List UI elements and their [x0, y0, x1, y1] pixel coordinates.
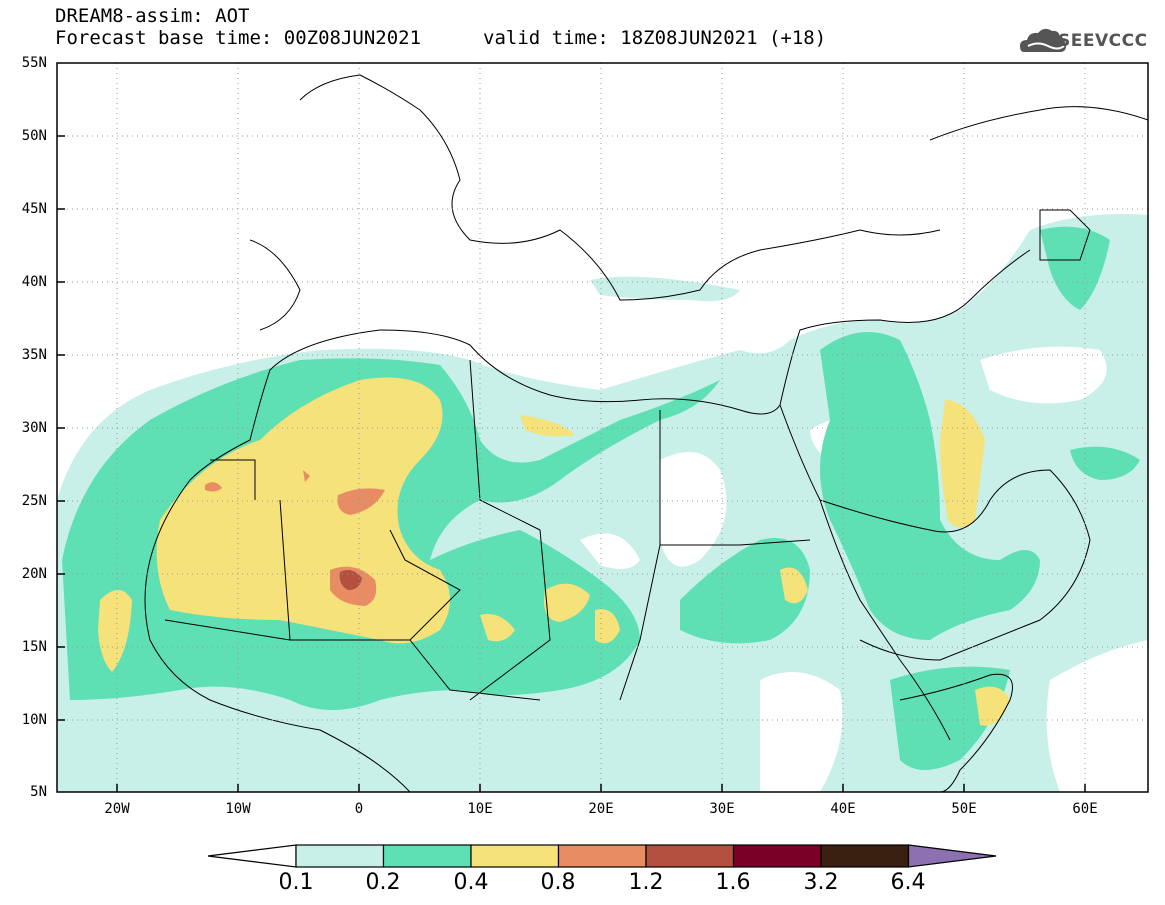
colorbar-swatch-7	[820, 844, 910, 868]
colorbar-label: 0.4	[453, 870, 489, 895]
colorbar-label: 1.6	[715, 870, 751, 895]
colorbar-label: 0.1	[278, 870, 314, 895]
colorbar-swatch-4	[557, 844, 647, 868]
lon-label: 20E	[588, 801, 614, 817]
map-title: DREAM8-assim: AOT	[55, 5, 250, 27]
colorbar-label: 1.2	[628, 870, 664, 895]
lat-label: 30N	[21, 420, 47, 436]
aot-region-0.4	[156, 377, 450, 644]
lon-label: 40E	[830, 801, 856, 817]
colorbar-swatch-1	[295, 844, 385, 868]
lon-label: 60E	[1072, 801, 1098, 817]
lat-label: 40N	[21, 274, 47, 290]
lat-label: 35N	[21, 347, 47, 363]
lon-label: 20W	[104, 801, 130, 817]
lat-label: 15N	[21, 639, 47, 655]
lon-label: 50E	[951, 801, 977, 817]
colorbar-swatch-5	[645, 844, 735, 868]
aot-region-1.2	[339, 570, 362, 590]
colorbar-swatch-2	[382, 844, 472, 868]
colorbar-label: 6.4	[890, 870, 926, 895]
valid-time: valid time: 18Z08JUN2021 (+18)	[483, 27, 827, 49]
lat-label: 10N	[21, 712, 47, 728]
lat-label: 45N	[21, 201, 47, 217]
lat-label: 25N	[21, 493, 47, 509]
lon-label: 30E	[709, 801, 735, 817]
lat-label: 55N	[21, 55, 47, 71]
colorbar-over	[907, 844, 997, 868]
lat-label: 5N	[30, 784, 47, 800]
lat-label: 20N	[21, 566, 47, 582]
lon-label: 10E	[467, 801, 493, 817]
colorbar-swatch-3	[470, 844, 560, 868]
logo-text: SEEVCCC	[1058, 31, 1148, 51]
colorbar	[207, 844, 997, 868]
lon-label: 0	[354, 801, 364, 817]
colorbar-label: 0.8	[540, 870, 576, 895]
lat-label: 50N	[21, 128, 47, 144]
cloud-logo-icon	[1020, 28, 1066, 52]
colorbar-swatch-6	[732, 844, 822, 868]
colorbar-label: 0.2	[365, 870, 401, 895]
colorbar-under	[207, 844, 297, 868]
forecast-base-time: Forecast base time: 00Z08JUN2021	[55, 27, 422, 49]
lon-label: 10W	[225, 801, 251, 817]
colorbar-label: 3.2	[803, 870, 839, 895]
